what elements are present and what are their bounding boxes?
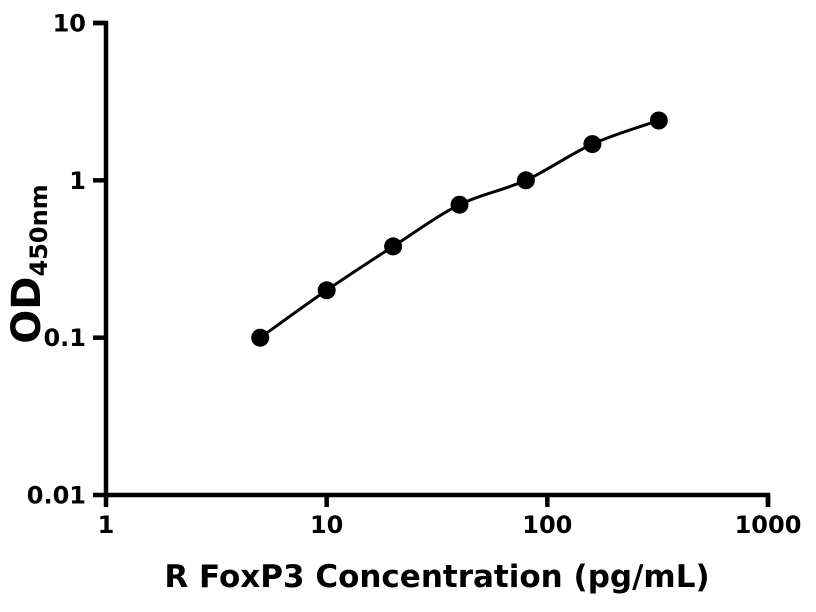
y-axis-title-subscript: 450nm (25, 184, 53, 276)
y-tick-label: 0.01 (27, 482, 86, 510)
data-point-marker (649, 111, 668, 130)
axis-frame (93, 20, 771, 507)
data-point-marker (516, 171, 535, 190)
data-point-marker (583, 135, 602, 154)
y-tick-label: 0.1 (43, 324, 86, 352)
y-axis-title: OD450nm (4, 184, 53, 343)
x-tick-label: 1000 (735, 511, 802, 539)
y-tick-label: 10 (53, 10, 86, 38)
y-axis-title-main: OD (4, 276, 50, 343)
data-point-marker (450, 195, 469, 214)
data-point-marker (384, 237, 403, 256)
data-point-marker (251, 328, 270, 347)
standard-curve-line (258, 119, 661, 340)
x-tick-label: 1 (98, 511, 115, 539)
x-tick-label: 100 (522, 511, 572, 539)
x-tick-label: 10 (310, 511, 343, 539)
data-point-marker (317, 281, 336, 300)
x-axis-title: R FoxP3 Concentration (pg/mL) (164, 559, 709, 595)
y-tick-label: 1 (69, 167, 86, 195)
